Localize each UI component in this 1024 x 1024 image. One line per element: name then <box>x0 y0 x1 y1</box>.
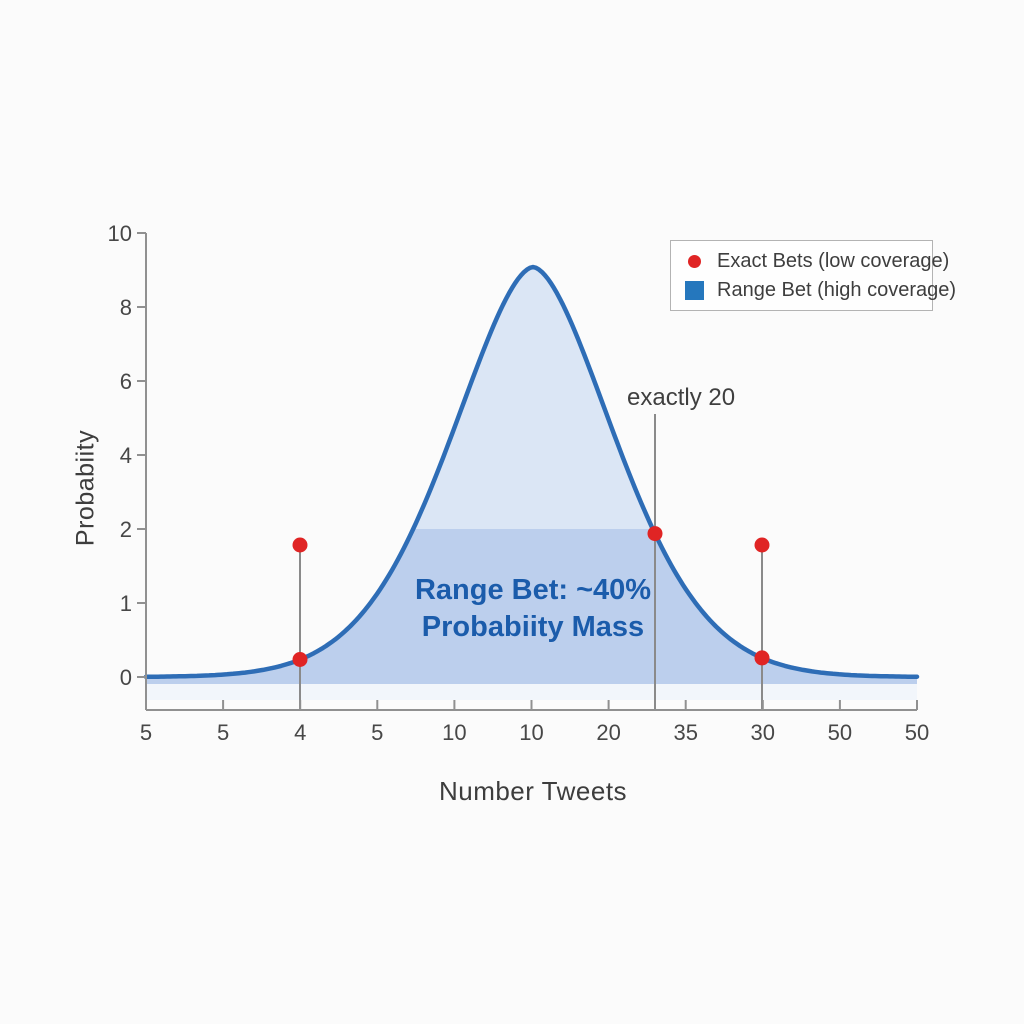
svg-text:50: 50 <box>905 720 929 745</box>
svg-text:8: 8 <box>120 295 132 320</box>
svg-text:20: 20 <box>596 720 620 745</box>
exactly-20-annotation: exactly 20 <box>627 384 736 411</box>
svg-text:4: 4 <box>294 720 306 745</box>
svg-text:6: 6 <box>120 369 132 394</box>
svg-text:30: 30 <box>751 720 775 745</box>
legend-label-range-bet: Range Bet (high coverage) <box>717 278 957 301</box>
svg-text:1: 1 <box>120 591 132 616</box>
range-bet-annotation: Range Bet: ~40% Probabiity Mass <box>415 572 651 646</box>
svg-text:10: 10 <box>108 221 132 246</box>
svg-text:5: 5 <box>371 720 383 745</box>
svg-text:5: 5 <box>217 720 229 745</box>
svg-text:50: 50 <box>828 720 852 745</box>
range-bet-annotation-line2: Probabiity Mass <box>421 611 645 643</box>
range-bet-annotation-line1: Range Bet: ~40% <box>414 574 652 606</box>
legend: Exact Bets (low coverage) Range Bet (hig… <box>670 240 956 311</box>
legend-entry-range-bet: Range Bet (high coverage) <box>671 277 956 303</box>
svg-text:35: 35 <box>673 720 697 745</box>
svg-text:5: 5 <box>140 720 152 745</box>
y-axis-title: Probabiity <box>71 429 100 547</box>
red-dot-icon <box>687 254 701 268</box>
legend-label-exact-bets: Exact Bets (low coverage) <box>717 249 950 272</box>
svg-text:0: 0 <box>120 665 132 690</box>
blue-square-icon <box>684 280 704 300</box>
svg-text:4: 4 <box>120 443 132 468</box>
legend-entry-exact-bets: Exact Bets (low coverage) <box>671 248 949 274</box>
x-axis-title: Number Tweets <box>438 776 628 806</box>
legend-marker-cell <box>671 254 717 268</box>
svg-text:10: 10 <box>519 720 543 745</box>
svg-text:10: 10 <box>442 720 466 745</box>
legend-marker-cell <box>671 280 717 300</box>
svg-text:2: 2 <box>120 517 132 542</box>
